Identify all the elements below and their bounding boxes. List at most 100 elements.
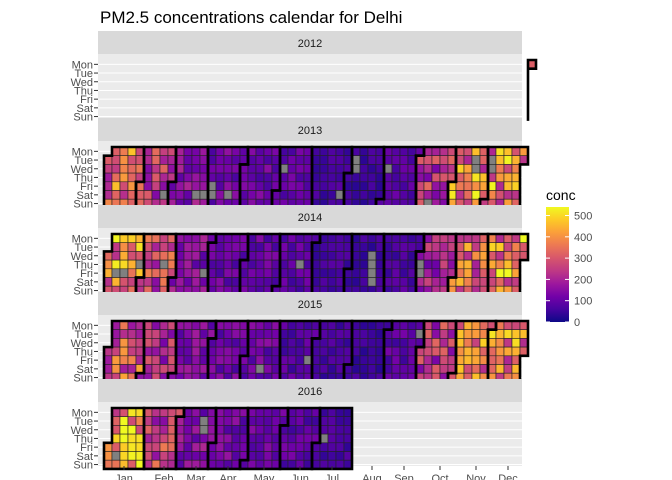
day-cell [399,277,409,287]
day-cell [287,155,297,165]
day-cell [295,407,305,417]
day-cell [183,277,193,287]
day-cell [439,146,449,156]
day-cell [327,277,337,287]
day-cell [287,451,297,461]
day-cell [367,320,377,330]
day-cell [295,181,305,191]
day-cell [495,155,505,165]
day-cell [263,146,273,156]
day-cell [127,355,137,365]
month-axis: Jan Feb Mar Apr May Jun Jul Aug Sep Oct Nov Dec [115,466,518,480]
day-cell [319,259,329,270]
day-cell [495,164,505,174]
day-cell [503,320,513,330]
weekday-label: Thu [74,85,93,97]
day-cell [359,164,369,174]
weekday-label: Tue [74,416,93,428]
day-cell [287,338,297,348]
day-cell [215,190,225,200]
day-cell [399,181,409,191]
day-cell [303,425,313,435]
weekday-label: Sun [73,199,93,211]
day-cell [431,155,441,165]
day-cell [327,425,337,435]
day-cell [287,190,297,200]
day-cell [223,451,233,461]
day-cell [223,277,233,287]
day-cell [303,320,313,330]
day-cell [151,277,161,287]
day-cell [223,338,233,348]
day-cell [255,425,265,435]
day-cell [127,442,137,452]
day-cell [463,172,473,183]
day-cell [127,164,137,174]
day-cell [503,242,513,252]
month-label: Aug [362,473,382,480]
day-cell [287,442,297,452]
facet-panels: 2012MonTueWedThuFriSatSun2013MonTueWedTh… [71,31,538,472]
day-cell [335,442,345,452]
day-cell [431,268,441,278]
day-cell [263,259,273,270]
day-cell [287,355,297,365]
day-cell [327,442,337,452]
day-cell [159,251,169,261]
day-cells [103,146,529,209]
day-cell [431,233,441,243]
weekday-label: Thu [74,259,93,271]
day-cell [359,355,369,365]
day-cell [255,364,265,374]
day-cell [263,459,273,470]
facet-strip [98,205,522,228]
month-outlines [102,406,354,471]
day-cell [255,146,265,156]
day-cell [223,181,233,191]
legend-tick-label: 400 [574,232,592,244]
day-cell [119,364,129,374]
month-label: Nov [466,473,486,480]
day-cell [191,164,201,174]
day-cell [287,425,297,435]
day-cell [223,346,233,357]
weekday-label: Mon [72,146,93,158]
day-cell [431,346,441,357]
day-cell [127,320,137,330]
day-cell [111,190,121,200]
day-cell [495,146,505,156]
day-cell [175,277,185,287]
day-cell [327,251,337,261]
day-cell [367,259,377,270]
day-cell [423,155,433,165]
day-cell [255,407,265,417]
day-cell [463,251,473,261]
day-cell [335,329,345,339]
month-label: Mar [187,473,206,480]
day-cell [119,320,129,330]
day-cells [103,320,529,383]
day-cell [391,268,401,278]
day-cell [151,407,161,417]
day-cell [359,190,369,200]
facet-strip [98,118,522,141]
day-cell [151,155,161,165]
day-cell [191,251,201,261]
day-cell [495,364,505,374]
day-cell [255,259,265,270]
day-cell [319,459,329,470]
day-cell [423,190,433,200]
day-cell [327,451,337,461]
day-cell [503,329,513,339]
day-cell [431,329,441,339]
day-cell [223,364,233,374]
day-cell [471,277,481,287]
day-cell [183,242,193,252]
day-cell [119,172,129,183]
day-cell [159,146,169,156]
day-cell [335,346,345,357]
day-cell [111,442,121,452]
day-cell [159,259,169,270]
day-cell [471,242,481,252]
